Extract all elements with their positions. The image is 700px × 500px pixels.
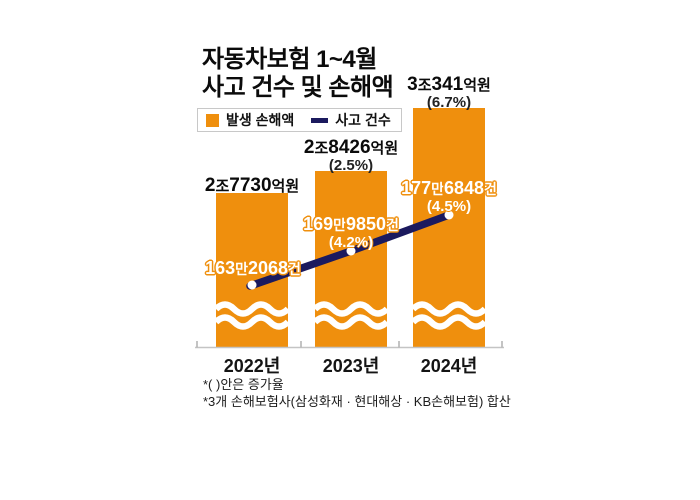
amount-unit: 조 bbox=[215, 178, 230, 195]
legend-bar-swatch-icon bbox=[206, 113, 219, 127]
wave-break-2024-top bbox=[410, 301, 488, 317]
amount-unit: 억원 bbox=[463, 77, 491, 94]
amount-value: 2 bbox=[303, 137, 315, 158]
cases-unit: 건 bbox=[386, 217, 399, 233]
cases-label-2023: 169만9850건 bbox=[303, 214, 399, 235]
axis-break-waves bbox=[213, 301, 488, 330]
wave-break-2022-top bbox=[213, 301, 291, 317]
legend: 발생 손해액 사고 건수 bbox=[197, 108, 402, 132]
amount-label-2024: 3조341억원 bbox=[407, 74, 491, 96]
data-point-2024 bbox=[444, 210, 454, 220]
cases-unit: 건 bbox=[288, 261, 301, 277]
legend-label-damage: 발생 손해액 bbox=[226, 112, 295, 128]
cases-unit: 만 bbox=[333, 217, 346, 233]
wave-break-2023-bottom bbox=[312, 314, 390, 330]
amount-value: 2 bbox=[204, 175, 216, 196]
cases-growth-2023: (4.2%) bbox=[328, 234, 374, 251]
chart-title-line2: 사고 건수 및 손해액 bbox=[202, 74, 394, 101]
cases-value: 169 bbox=[303, 214, 334, 234]
amount-unit: 억원 bbox=[370, 140, 399, 157]
chart-title: 자동차보험 1~4월 사고 건수 및 손해액 bbox=[202, 46, 394, 102]
amount-label-2023: 2조8426억원 bbox=[304, 137, 398, 159]
amount-value: 341 bbox=[431, 74, 464, 95]
amount-unit: 조 bbox=[417, 77, 432, 94]
wave-break-2023-top bbox=[312, 301, 390, 317]
cases-unit: 만 bbox=[235, 261, 248, 277]
amount-value: 8426 bbox=[328, 137, 371, 158]
x-label-2023: 2023년 bbox=[322, 356, 380, 376]
cases-value: 163 bbox=[205, 258, 236, 278]
x-axis-ticks bbox=[196, 341, 503, 348]
amount-unit: 억원 bbox=[271, 178, 300, 195]
data-point-2022 bbox=[247, 280, 257, 290]
amount-growth-2023: (2.5%) bbox=[328, 157, 374, 174]
cases-value: 177 bbox=[401, 178, 432, 198]
cases-growth-2024: (4.5%) bbox=[426, 198, 472, 215]
amount-value: 7730 bbox=[229, 175, 272, 196]
amount-growth-2024: (6.7%) bbox=[426, 94, 472, 111]
amount-value: 3 bbox=[407, 74, 418, 95]
x-label-2024: 2024년 bbox=[420, 356, 478, 376]
footnote-growth-note: *( )안은 증가율 bbox=[203, 377, 284, 392]
cases-value: 6848 bbox=[444, 178, 485, 198]
footnote-insurers-note: *3개 손해보험사(삼성화재 · 현대해상 · KB손해보험) 합산 bbox=[203, 394, 511, 409]
legend-line-swatch-icon bbox=[311, 117, 329, 123]
cases-value: 9850 bbox=[346, 214, 387, 234]
x-label-2022: 2022년 bbox=[223, 356, 281, 376]
cases-value: 2068 bbox=[248, 258, 289, 278]
cases-unit: 만 bbox=[431, 181, 444, 197]
chart-title-line1: 자동차보험 1~4월 bbox=[202, 46, 377, 73]
wave-break-2022-bottom bbox=[213, 314, 291, 330]
amount-label-2022: 2조7730억원 bbox=[205, 175, 299, 197]
cases-unit: 건 bbox=[484, 181, 497, 197]
legend-label-accidents: 사고 건수 bbox=[335, 112, 391, 128]
wave-break-2024-bottom bbox=[410, 314, 488, 330]
cases-label-2024: 177만6848건 bbox=[401, 178, 497, 199]
data-point-2023 bbox=[346, 246, 356, 256]
cases-label-2022: 163만2068건 bbox=[205, 258, 301, 279]
amount-unit: 조 bbox=[314, 140, 329, 157]
